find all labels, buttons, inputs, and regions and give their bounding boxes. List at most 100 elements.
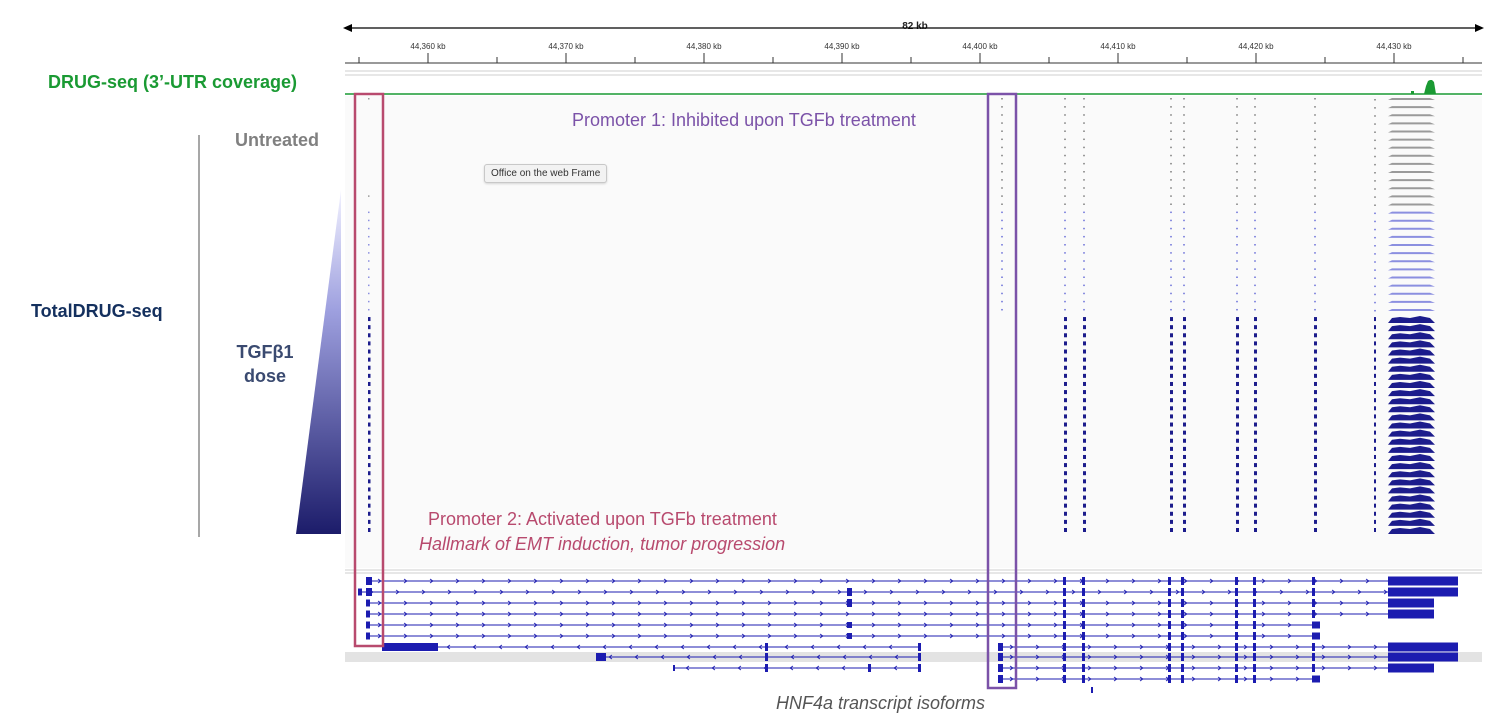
strand-arrow bbox=[793, 633, 798, 639]
strand-arrow bbox=[1339, 578, 1344, 584]
strand-arrow bbox=[837, 589, 842, 595]
utr-read bbox=[1374, 406, 1376, 411]
exon-read bbox=[1314, 365, 1317, 370]
exon-read bbox=[1083, 333, 1086, 338]
exon-read bbox=[1314, 268, 1316, 270]
strand-arrow bbox=[585, 633, 590, 639]
exon-block bbox=[1312, 632, 1320, 640]
utr-coverage bbox=[1388, 437, 1435, 445]
exon-read bbox=[1236, 195, 1238, 197]
exon-read bbox=[1314, 454, 1317, 459]
strand-arrow bbox=[507, 600, 512, 606]
exon-read bbox=[1314, 317, 1317, 322]
exon-read bbox=[1183, 495, 1186, 500]
exon-read bbox=[1314, 325, 1317, 330]
exon-read bbox=[1183, 454, 1186, 459]
exon-read bbox=[1254, 130, 1256, 132]
exon-read bbox=[1254, 454, 1257, 459]
strand-arrow bbox=[941, 589, 946, 595]
exon-read bbox=[1083, 341, 1086, 346]
strand-arrow bbox=[1209, 611, 1214, 617]
strand-arrow bbox=[1035, 665, 1040, 671]
exon-block bbox=[1312, 610, 1315, 618]
strand-arrow bbox=[685, 665, 690, 671]
exon-read bbox=[1254, 154, 1256, 157]
strand-arrow bbox=[1261, 633, 1266, 639]
strand-arrow bbox=[1027, 622, 1032, 628]
exon-block bbox=[1168, 632, 1171, 640]
exon-read bbox=[1083, 503, 1086, 508]
exon-read bbox=[1083, 422, 1086, 427]
strand-arrow bbox=[1269, 654, 1274, 660]
strand-arrow bbox=[741, 633, 746, 639]
strand-arrow bbox=[559, 633, 564, 639]
exon-read bbox=[1183, 365, 1186, 370]
exon-read bbox=[1170, 503, 1173, 508]
exon-read bbox=[1183, 349, 1186, 354]
exon-read bbox=[1064, 179, 1066, 181]
strand-arrow bbox=[637, 611, 642, 617]
exon-read bbox=[1170, 219, 1172, 222]
exon-block bbox=[1181, 675, 1184, 683]
exon-read bbox=[1314, 349, 1317, 354]
utr-read bbox=[1374, 261, 1376, 263]
exon-read bbox=[1001, 227, 1003, 230]
exon-read bbox=[1236, 390, 1239, 395]
strand-arrow bbox=[525, 589, 530, 595]
exon-read bbox=[1254, 162, 1256, 165]
exon-read bbox=[1064, 244, 1066, 246]
exon-read bbox=[1170, 276, 1172, 278]
promoter2-read bbox=[368, 463, 371, 468]
strand-arrow bbox=[686, 654, 691, 660]
strand-arrow bbox=[481, 622, 486, 628]
exon-read bbox=[1254, 390, 1257, 395]
exon-read bbox=[1314, 422, 1317, 427]
exon-read bbox=[1236, 219, 1238, 222]
exon-read bbox=[1170, 333, 1173, 338]
exon-read bbox=[1064, 528, 1067, 532]
exon-read bbox=[1001, 244, 1003, 246]
strand-arrow bbox=[447, 589, 452, 595]
exon-block bbox=[847, 622, 852, 628]
exon-read bbox=[1083, 446, 1086, 451]
exon-read bbox=[1183, 195, 1185, 197]
utr-coverage bbox=[1388, 445, 1435, 453]
strand-arrow bbox=[663, 611, 668, 617]
exon-read bbox=[1001, 98, 1003, 100]
exon-block bbox=[1063, 599, 1066, 607]
utr-coverage bbox=[1388, 389, 1435, 397]
utr-coverage bbox=[1388, 527, 1435, 534]
exon-read bbox=[1236, 398, 1239, 403]
exon-read bbox=[1170, 414, 1173, 419]
strand-arrow bbox=[759, 589, 764, 595]
utr-coverage bbox=[1388, 154, 1435, 157]
strand-arrow bbox=[1139, 665, 1144, 671]
exon-read bbox=[1183, 244, 1185, 246]
exon-read bbox=[1064, 308, 1066, 311]
exon-read bbox=[1183, 300, 1185, 303]
exon-read bbox=[1064, 98, 1066, 100]
utr-coverage bbox=[1388, 114, 1435, 117]
exon-block bbox=[358, 588, 362, 596]
exon-read bbox=[1083, 179, 1085, 181]
exon-read bbox=[1170, 349, 1173, 354]
promoter2-read bbox=[368, 487, 371, 492]
exon-read bbox=[1254, 495, 1257, 500]
exon-read bbox=[1170, 365, 1173, 370]
exon-read bbox=[1083, 227, 1085, 230]
strand-arrow bbox=[1105, 622, 1110, 628]
exon-read bbox=[1236, 503, 1239, 508]
strand-arrow bbox=[715, 578, 720, 584]
strand-arrow bbox=[888, 644, 893, 650]
strand-arrow bbox=[533, 578, 538, 584]
exon-read bbox=[1083, 373, 1086, 378]
exon-read bbox=[1064, 398, 1067, 403]
strand-arrow bbox=[758, 644, 763, 650]
exon-read bbox=[1083, 519, 1086, 524]
utr-coverage bbox=[1388, 308, 1435, 311]
exon-read bbox=[1236, 446, 1239, 451]
strand-arrow bbox=[810, 644, 815, 650]
exon-read bbox=[1183, 422, 1186, 427]
strand-arrow bbox=[871, 578, 876, 584]
drug-seq-peak bbox=[1424, 80, 1436, 94]
